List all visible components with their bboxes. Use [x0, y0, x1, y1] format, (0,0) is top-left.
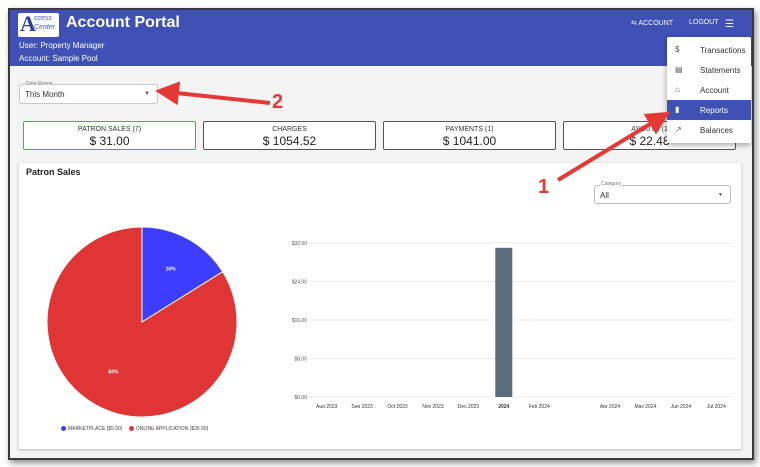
menu-item-balances[interactable]: ↗ Balances — [675, 125, 733, 135]
menu-item-account[interactable]: ⌂ Account — [675, 85, 729, 95]
access-center-logo[interactable]: A ccess Center — [18, 11, 59, 37]
menu-item-transactions[interactable]: $ Transactions — [675, 45, 746, 55]
y-tick-label: $32.00 — [292, 241, 308, 247]
x-tick-label: Nov 2023 — [422, 404, 444, 408]
legend-dot — [128, 426, 134, 432]
top-header: A ccess Center Account Portal User: Prop… — [10, 10, 752, 66]
logout-link[interactable]: LOGOUT — [689, 19, 719, 26]
pie-slice-label: 16% — [166, 267, 177, 273]
bar-chart: $0.00 $8.00 $16.00 $24.00 $32.00 Aug 2023 Sep … — [292, 241, 734, 408]
x-tick-label: Jun 2024 — [671, 404, 692, 408]
summary-card-patron-sales[interactable]: PATRON SALES (7) $ 31.00 — [23, 121, 196, 150]
pie-chart: 16% 84% — [46, 226, 238, 418]
bar[interactable] — [495, 247, 513, 397]
x-tick-label: Aug 2023 — [316, 404, 338, 408]
user-label: User: Property Manager — [19, 41, 105, 50]
patron-sales-panel: Patron Sales Category All ▼ 16% 84% MARKE… — [19, 163, 741, 449]
app-title: Account Portal — [66, 14, 180, 31]
summary-card-payments[interactable]: PAYMENTS (1) $ 1041.00 — [383, 121, 556, 150]
pie-slice-1[interactable] — [46, 226, 238, 418]
caret-down-icon: ▼ — [144, 91, 150, 97]
app-window: A ccess Center Account Portal User: Prop… — [8, 8, 754, 460]
y-tick-label: $0.00 — [294, 395, 307, 401]
x-tick-label: May 2024 — [634, 404, 656, 408]
x-tick-label: Apr 2024 — [600, 404, 621, 408]
document-icon: ▤ — [675, 65, 683, 74]
x-tick-label: Jul 2024 — [707, 404, 726, 408]
account-switch-link[interactable]: ⇆ ACCOUNT — [631, 20, 674, 27]
x-tick-label: Feb 2024 — [529, 404, 550, 408]
hamburger-menu-icon[interactable]: ☰ — [725, 19, 734, 30]
legend-item-online-application[interactable]: ONLINE APPLICATION ($26.00) — [128, 426, 208, 432]
x-tick-label: Sep 2023 — [351, 404, 373, 408]
menu-item-statements[interactable]: ▤ Statements — [675, 65, 741, 75]
legend-item-marketplace[interactable]: MARKETPLACE ($5.00) — [61, 426, 122, 432]
nav-dropdown-menu: $ Transactions ▤ Statements ⌂ Account ▮ … — [667, 37, 751, 143]
annotation-number-2: 2 — [272, 91, 284, 113]
date-range-select[interactable]: This Month ▼ — [19, 84, 158, 104]
menu-item-reports[interactable]: ▮ Reports — [667, 100, 751, 120]
x-tick-label: Oct 2023 — [387, 404, 408, 408]
category-select[interactable]: Category All ▼ — [594, 181, 731, 204]
x-tick-label: 2024 — [498, 404, 509, 408]
dollar-circle-icon: $ — [675, 45, 680, 54]
pie-slice-0[interactable] — [141, 226, 224, 323]
pie-legend: MARKETPLACE ($5.00) ONLINE APPLICATION (… — [61, 426, 213, 432]
y-tick-label: $8.00 — [294, 357, 307, 363]
y-tick-label: $16.00 — [292, 318, 308, 324]
bar-chart-icon: ▮ — [675, 105, 680, 114]
account-label: Account: Sample Pool — [19, 54, 98, 63]
bank-icon: ⌂ — [675, 85, 680, 94]
x-tick-label: Dec 2023 — [458, 404, 480, 408]
summary-card-charges[interactable]: CHARGES $ 1054.52 — [203, 121, 376, 150]
legend-dot — [61, 426, 66, 432]
y-tick-label: $24.00 — [292, 280, 308, 286]
annotation-number-1: 1 — [538, 176, 550, 198]
trend-line-icon: ↗ — [675, 125, 682, 134]
caret-down-icon: ▼ — [718, 192, 723, 198]
pie-slice-label: 84% — [108, 369, 119, 375]
panel-title: Patron Sales — [26, 167, 81, 177]
